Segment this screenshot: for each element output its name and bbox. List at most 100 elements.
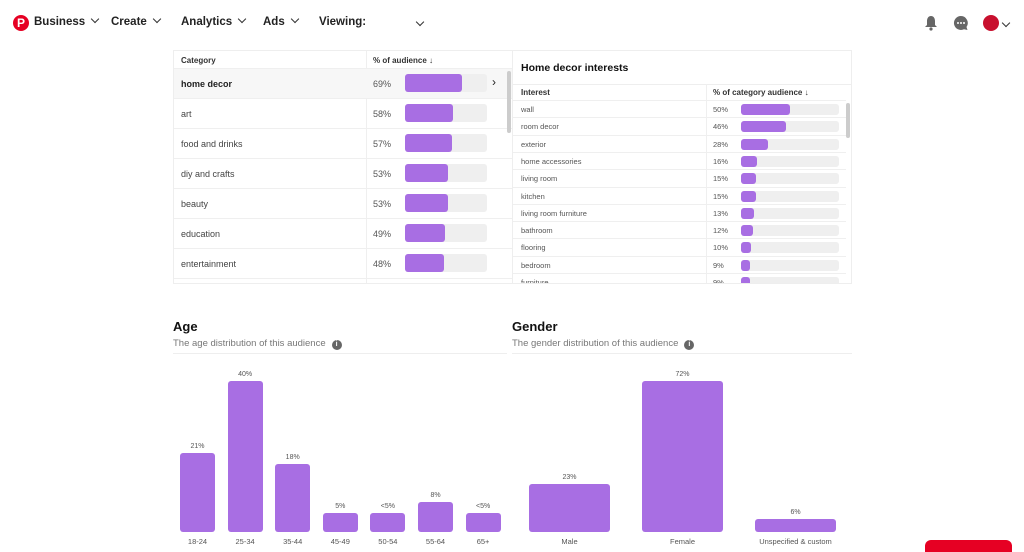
table-row[interactable]: bedroom 9% — [513, 255, 846, 273]
percent-bar-fill — [405, 74, 462, 92]
table-row[interactable]: kitchen 15% — [513, 186, 846, 204]
chat-icon[interactable] — [953, 15, 969, 31]
interest-percent: 16% — [713, 156, 729, 166]
divider — [366, 51, 367, 283]
table-row[interactable]: room decor 46% — [513, 117, 846, 134]
nav-ads[interactable]: Ads — [263, 14, 299, 28]
gender-bar[interactable] — [642, 381, 723, 532]
category-percent: 57% — [373, 139, 392, 149]
account-chevron-down-icon[interactable] — [1001, 18, 1011, 28]
percent-bar — [741, 277, 839, 283]
age-bar[interactable] — [370, 513, 406, 532]
interest-percent: 46% — [713, 122, 729, 132]
percent-bar-fill — [741, 138, 769, 150]
bell-icon[interactable] — [924, 15, 938, 31]
category-name: entertainment — [181, 259, 237, 269]
table-row[interactable]: food and drinks 57% — [174, 128, 512, 158]
age-category-label: 25-34 — [235, 537, 255, 546]
age-bar[interactable] — [180, 452, 215, 532]
subtitle-text: The gender distribution of this audience — [512, 338, 679, 349]
info-icon[interactable]: i — [331, 340, 342, 350]
pinterest-logo[interactable]: P — [13, 15, 29, 31]
age-value-label: 5% — [335, 503, 346, 511]
category-percent: 49% — [373, 229, 392, 239]
percent-bar-fill — [741, 207, 754, 219]
age-value-label: <5% — [475, 503, 491, 511]
age-bar[interactable] — [322, 513, 358, 532]
percent-bar-fill — [741, 225, 753, 237]
percent-bar — [405, 74, 487, 92]
scrollbar[interactable] — [507, 71, 511, 133]
percent-bar-fill — [405, 224, 446, 242]
age-bar[interactable] — [465, 513, 501, 532]
percent-bar-fill — [405, 194, 449, 212]
percent-bar-fill — [405, 104, 453, 122]
category-name: art — [181, 109, 192, 119]
table-row[interactable]: flooring 10% — [513, 238, 846, 255]
percent-bar — [741, 104, 839, 115]
age-subtitle: The age distribution of this audience i — [173, 338, 342, 350]
age-bar[interactable] — [275, 464, 311, 532]
nav-analytics[interactable]: Analytics — [181, 14, 247, 28]
percent-bar-fill — [741, 259, 750, 271]
avatar[interactable] — [983, 15, 999, 31]
nav-create[interactable]: Create — [111, 14, 162, 28]
gender-title: Gender — [512, 319, 558, 334]
percent-bar-fill — [741, 190, 756, 202]
age-bar[interactable] — [227, 381, 263, 532]
divider — [173, 353, 507, 354]
chevron-right-icon[interactable]: › — [492, 75, 496, 89]
info-icon[interactable]: i — [684, 340, 695, 350]
table-row[interactable]: exterior 28% — [513, 134, 846, 152]
divider — [706, 84, 707, 283]
table-row[interactable]: entertainment 48% — [174, 248, 512, 278]
age-value-label: <5% — [380, 503, 395, 511]
divider — [512, 353, 852, 354]
table-row[interactable]: furniture 9% — [513, 273, 846, 283]
table-row[interactable]: living room furniture 13% — [513, 203, 846, 221]
percent-bar — [741, 138, 839, 150]
table-row[interactable]: wall 50% — [513, 100, 846, 117]
chevron-down-icon — [152, 14, 162, 24]
age-bar[interactable] — [418, 501, 453, 532]
chevron-down-icon — [290, 14, 299, 24]
header-label: % of audience — [373, 56, 427, 65]
column-header-percent[interactable]: % of audience ↓ — [373, 56, 433, 65]
chevron-down-icon — [237, 14, 247, 24]
interest-percent: 12% — [713, 226, 729, 236]
table-row[interactable]: bathroom 12% — [513, 221, 846, 238]
interest-name: kitchen — [521, 191, 545, 201]
sort-down-icon: ↓ — [429, 56, 434, 65]
table-row[interactable] — [174, 278, 512, 283]
category-percent: 53% — [373, 199, 392, 209]
age-category-label: 35-44 — [283, 537, 303, 546]
gender-bar[interactable] — [755, 519, 836, 532]
column-header-category-percent[interactable]: % of category audience ↓ — [713, 88, 809, 97]
category-percent: 69% — [373, 79, 392, 89]
help-button[interactable] — [925, 540, 1012, 552]
nav-label: Business — [34, 16, 86, 28]
scrollbar[interactable] — [846, 103, 850, 138]
table-row[interactable]: home decor 69% › — [174, 68, 512, 98]
top-nav: P Business Create Analytics Ads Viewing: — [0, 0, 1024, 46]
category-percent: 48% — [373, 259, 392, 269]
table-row[interactable]: diy and crafts 53% — [174, 158, 512, 188]
table-row[interactable]: home accessories 16% — [513, 151, 846, 169]
percent-bar-fill — [405, 164, 449, 182]
table-row[interactable]: living room 15% — [513, 169, 846, 186]
table-row[interactable]: art 58% — [174, 98, 512, 128]
gender-value-label: 72% — [675, 371, 690, 378]
interest-percent: 10% — [713, 243, 729, 253]
percent-bar — [741, 155, 839, 167]
age-value-label: 8% — [430, 491, 441, 499]
table-row[interactable]: education 49% — [174, 218, 512, 248]
age-value-label: 21% — [190, 442, 205, 450]
table-row[interactable]: beauty 53% — [174, 188, 512, 218]
nav-business[interactable]: Business — [34, 14, 100, 28]
subtitle-text: The age distribution of this audience — [173, 338, 326, 349]
category-percent: 53% — [373, 169, 392, 179]
gender-value-label: 6% — [790, 509, 801, 517]
gender-bar[interactable] — [529, 483, 610, 532]
nav-viewing[interactable]: Viewing: — [319, 16, 425, 28]
percent-bar — [405, 224, 487, 242]
